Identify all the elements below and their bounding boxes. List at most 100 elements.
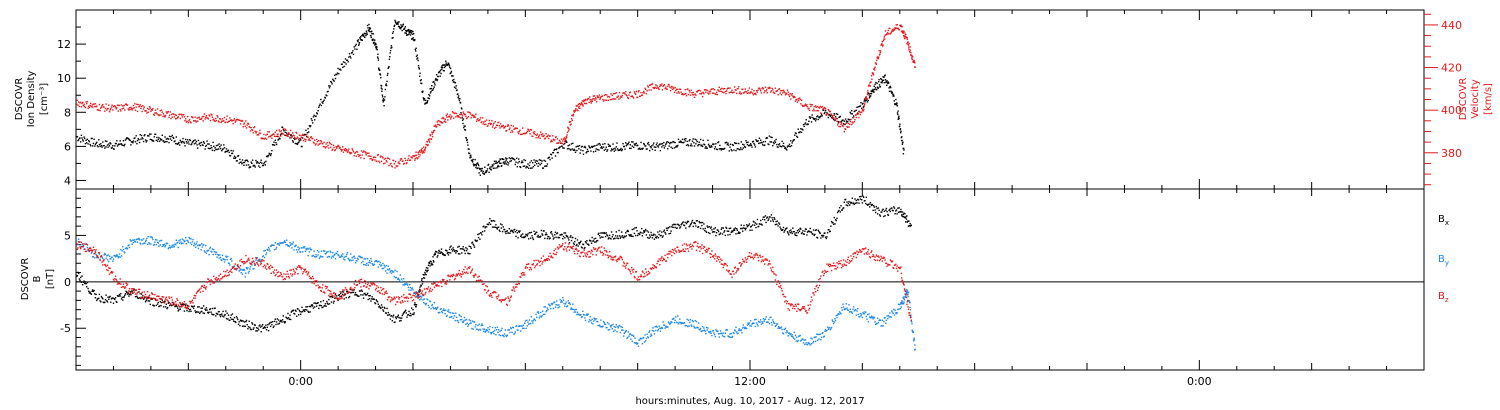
bx-point — [631, 235, 633, 237]
velocity-point — [552, 138, 555, 140]
velocity-point — [543, 134, 545, 137]
bx-point — [329, 296, 331, 298]
bx-point — [838, 207, 841, 209]
bx-point — [127, 292, 129, 295]
density-point — [275, 143, 278, 146]
by-point — [478, 323, 480, 325]
velocity-point — [474, 116, 476, 118]
velocity-point — [399, 163, 401, 165]
bx-point — [772, 220, 775, 223]
bx-point — [782, 226, 785, 229]
bx-point — [309, 311, 311, 313]
bx-point — [225, 317, 228, 320]
density-point — [304, 134, 307, 136]
density-point — [842, 123, 845, 125]
bx-point — [207, 312, 210, 314]
bx-point — [755, 226, 757, 229]
velocity-point — [429, 135, 432, 137]
density-point — [220, 144, 222, 146]
density-point — [80, 134, 83, 136]
bx-point — [671, 226, 673, 228]
density-point — [611, 149, 613, 151]
velocity-point — [909, 46, 911, 48]
density-point — [698, 141, 700, 143]
density-point — [782, 145, 784, 147]
velocity-point — [612, 93, 615, 95]
density-point — [816, 115, 819, 117]
density-point — [401, 29, 403, 32]
density-point — [744, 146, 747, 148]
by-point — [184, 240, 186, 242]
density-point — [628, 141, 630, 143]
bx-point — [580, 246, 583, 248]
bx-point — [118, 293, 121, 296]
bx-point — [116, 301, 118, 303]
bx-point — [255, 330, 257, 332]
density-point — [400, 24, 402, 26]
bx-point — [776, 220, 779, 222]
bx-point — [446, 250, 448, 252]
velocity-point — [335, 146, 337, 148]
velocity-point — [623, 92, 625, 94]
by-point — [179, 242, 181, 244]
velocity-point — [760, 92, 763, 94]
by-point — [467, 325, 469, 327]
bx-point — [759, 223, 761, 225]
density-point — [667, 148, 669, 150]
by-point — [384, 270, 387, 272]
bx-point — [371, 296, 373, 298]
by-point — [431, 304, 433, 307]
bx-point — [283, 321, 285, 323]
density-point — [232, 150, 234, 152]
bx-point — [822, 236, 824, 238]
bx-point — [241, 319, 243, 322]
density-point — [337, 67, 339, 70]
bx-point — [89, 291, 91, 293]
by-point — [431, 303, 434, 306]
velocity-point — [774, 87, 777, 89]
bx-point — [907, 220, 909, 222]
velocity-point — [567, 126, 569, 128]
by-point — [211, 251, 213, 253]
bx-point — [576, 243, 578, 246]
density-point — [783, 145, 785, 148]
by-point — [399, 274, 401, 276]
velocity-point — [791, 93, 793, 95]
velocity-point — [509, 127, 511, 129]
by-point — [385, 264, 387, 267]
velocity-point — [857, 113, 859, 116]
velocity-point — [201, 115, 204, 118]
density-point — [195, 142, 197, 144]
density-point — [778, 144, 780, 146]
velocity-point — [784, 94, 787, 96]
bx-point — [392, 316, 394, 318]
density-point — [80, 141, 82, 143]
bx-point — [427, 267, 429, 269]
bx-point — [713, 231, 716, 233]
velocity-point — [647, 86, 650, 88]
density-point — [881, 82, 883, 84]
velocity-point — [721, 87, 723, 90]
by-point — [188, 236, 190, 239]
by-point — [486, 329, 488, 332]
bx-point — [473, 246, 476, 248]
by-point — [203, 250, 206, 252]
bx-point — [674, 226, 676, 229]
by-point — [207, 249, 210, 251]
bx-point — [532, 238, 535, 241]
bx-point — [586, 240, 588, 242]
bx-point — [343, 298, 345, 300]
velocity-point — [667, 85, 669, 87]
velocity-point — [148, 106, 151, 108]
bx-point — [92, 290, 95, 293]
density-point — [453, 81, 455, 83]
velocity-point — [344, 149, 346, 152]
velocity-point — [192, 117, 194, 119]
density-point — [500, 162, 502, 164]
density-point — [113, 148, 115, 150]
by-point — [473, 321, 476, 323]
velocity-point — [635, 90, 638, 93]
density-point — [726, 143, 728, 146]
bx-point — [110, 301, 112, 303]
density-point — [551, 157, 553, 159]
